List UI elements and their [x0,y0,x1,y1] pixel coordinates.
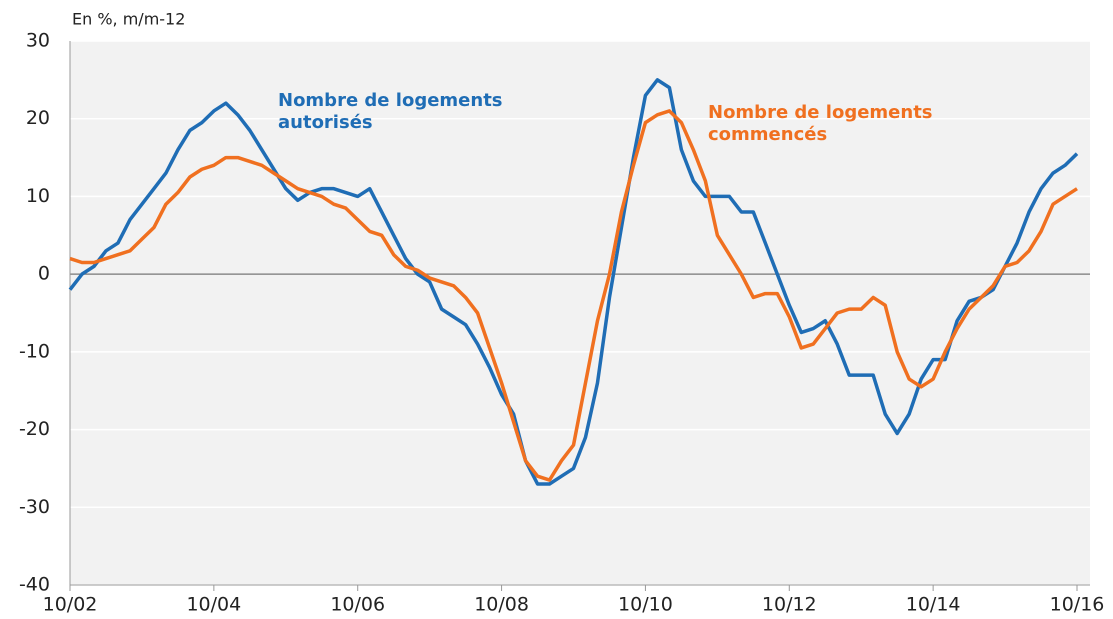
series-label: Nombre de logements autorisés [278,90,503,133]
y-tick-label: -30 [19,496,50,518]
y-tick-label: 10 [26,185,50,207]
x-tick-label: 10/14 [906,594,961,616]
series-label: Nombre de logements commencés [708,102,933,145]
x-tick-label: 10/16 [1050,594,1105,616]
y-axis-label: En %, m/m-12 [72,10,185,29]
x-tick-label: 10/06 [330,594,385,616]
x-tick-label: 10/04 [186,594,241,616]
series-line [69,109,1078,482]
series-line [68,78,1079,486]
y-tick-label: 0 [38,263,50,285]
y-tick-label: -10 [19,340,50,362]
y-tick-label: 30 [26,30,50,52]
plot-area [70,41,1090,585]
y-tick-label: 20 [26,107,50,129]
x-tick-label: 10/08 [474,594,529,616]
x-tick-label: 10/10 [618,594,673,616]
x-tick-label: 10/12 [762,594,817,616]
x-tick-label: 10/02 [43,594,98,616]
y-tick-label: -20 [19,418,50,440]
y-tick-label: -40 [19,574,50,596]
